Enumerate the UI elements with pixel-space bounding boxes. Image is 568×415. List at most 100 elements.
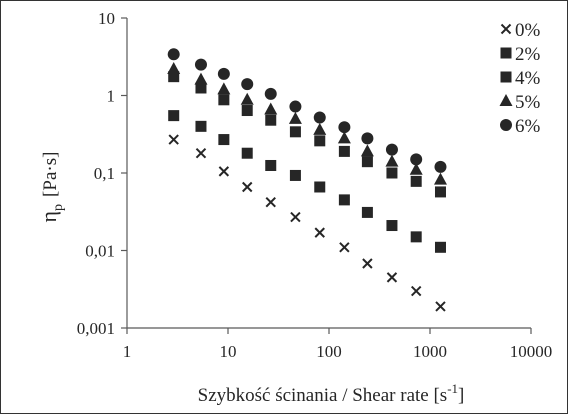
y-tick-label: 0,1: [94, 164, 115, 183]
axes: [121, 17, 532, 334]
legend-label: 4%: [515, 68, 541, 89]
y-tick-label: 0,01: [85, 242, 115, 261]
series-3: [167, 61, 447, 185]
data-point: [362, 258, 373, 269]
data-point: [168, 71, 180, 83]
legend-marker: [499, 94, 513, 106]
x-tick-label: 10: [220, 342, 237, 361]
data-point: [241, 105, 253, 117]
data-point: [218, 94, 230, 106]
legend-entry: 5%: [499, 92, 541, 113]
data-point: [195, 120, 207, 132]
data-point: [410, 153, 423, 166]
data-point: [194, 58, 207, 71]
legend-label: 0%: [515, 20, 541, 41]
legend-entry: 2%: [500, 44, 541, 65]
data-point: [194, 72, 208, 85]
data-point: [289, 169, 301, 181]
legend-entry: 6%: [500, 116, 541, 137]
data-point: [386, 167, 398, 179]
data-point: [434, 160, 447, 173]
data-point: [338, 121, 351, 134]
data-point: [361, 132, 374, 145]
x-axis-title: Szybkość ścinania / Shear rate [s-1]: [198, 381, 465, 406]
data-point: [361, 156, 373, 168]
y-axis-title: ηp [Pa·s]: [36, 152, 66, 223]
data-point: [264, 102, 278, 115]
data-point: [360, 144, 374, 157]
data-point: [338, 194, 350, 206]
data-point: [314, 135, 326, 147]
data-point: [314, 181, 326, 193]
data-point: [242, 181, 253, 193]
data-point: [338, 145, 350, 157]
y-tick-label: 0,001: [77, 319, 115, 338]
data-point: [218, 134, 230, 146]
data-point: [434, 241, 446, 253]
data-points: [167, 48, 447, 312]
data-point: [167, 61, 181, 74]
data-point: [288, 111, 302, 124]
data-point: [217, 67, 230, 80]
legend-label: 2%: [515, 44, 541, 65]
data-point: [264, 87, 277, 100]
data-point: [241, 78, 254, 91]
legend-marker: [500, 23, 512, 35]
y-axis-symbol: η: [36, 211, 61, 223]
data-point: [167, 48, 180, 61]
data-point: [339, 242, 350, 253]
x-tick-label: 100: [316, 342, 342, 361]
y-tick-label: 1: [107, 87, 116, 106]
legend-entry: 0%: [500, 20, 541, 41]
tick-labels: 0,001 0,01 0,1 1 10 1 10 100 1000 10000: [77, 9, 553, 361]
data-point: [217, 82, 231, 95]
data-point: [410, 175, 422, 187]
legend: 0% 2% 4% 5% 6%: [499, 20, 541, 137]
data-point: [265, 159, 277, 171]
data-point: [385, 143, 398, 156]
data-point: [241, 147, 253, 159]
series-2: [168, 71, 446, 198]
data-point: [385, 154, 399, 167]
legend-entry: 4%: [500, 68, 541, 89]
data-point: [410, 231, 422, 243]
x-axis-label-sup: -1: [447, 381, 458, 396]
series-4: [167, 48, 447, 173]
x-tick-label: 1: [123, 342, 132, 361]
data-point: [168, 134, 179, 145]
data-point: [195, 148, 207, 159]
x-tick-label: 10000: [510, 342, 553, 361]
data-point: [265, 196, 276, 208]
data-point: [410, 285, 422, 297]
legend-label: 5%: [515, 92, 541, 113]
data-point: [313, 122, 327, 135]
legend-marker: [500, 119, 512, 131]
data-point: [433, 172, 447, 185]
x-axis-label-main: Szybkość ścinania / Shear rate [s: [198, 385, 448, 406]
data-point: [313, 111, 326, 124]
x-axis-label-end: ]: [458, 385, 464, 406]
data-point: [289, 126, 301, 138]
data-point: [168, 110, 180, 122]
data-point: [361, 206, 373, 218]
legend-marker: [500, 47, 512, 59]
y-axis-subscript: p: [51, 204, 66, 211]
legend-label: 6%: [515, 116, 541, 137]
data-point: [290, 211, 301, 223]
legend-marker: [500, 71, 512, 83]
data-point: [409, 162, 423, 175]
y-tick-label: 10: [98, 9, 115, 28]
series-0: [168, 134, 446, 312]
y-axis-unit: [Pa·s]: [40, 152, 61, 197]
x-tick-label: 1000: [413, 342, 447, 361]
data-point: [195, 82, 207, 94]
data-point: [314, 227, 325, 238]
data-point: [337, 131, 351, 144]
data-point: [265, 114, 277, 126]
data-point: [435, 301, 446, 312]
data-point: [386, 272, 398, 283]
data-point: [434, 186, 446, 198]
data-point: [218, 166, 230, 177]
